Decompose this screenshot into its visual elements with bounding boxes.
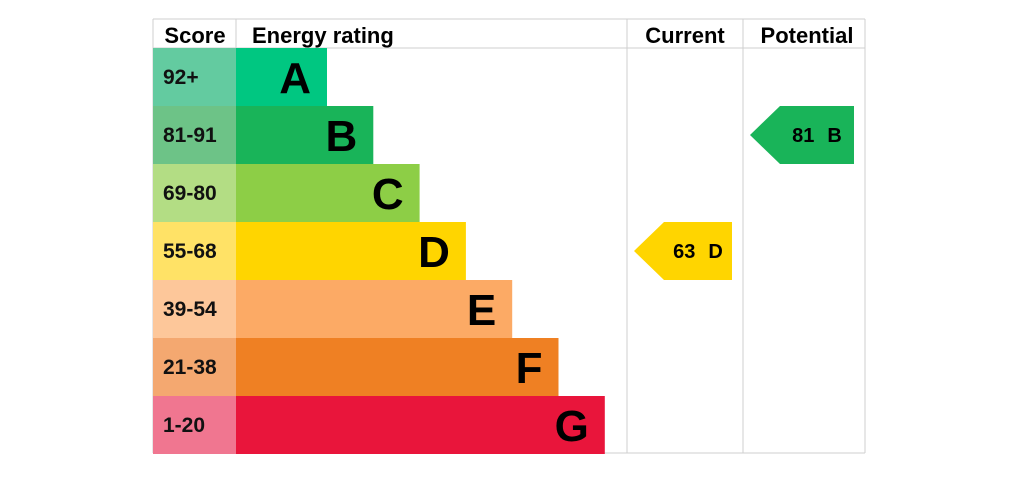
score-range-a: 92+ bbox=[163, 66, 199, 89]
band-letter-g: G bbox=[555, 402, 589, 451]
header-energy-rating: Energy rating bbox=[252, 23, 394, 48]
score-cell-c bbox=[153, 164, 236, 222]
band-bar-b bbox=[236, 106, 374, 164]
score-cell-f bbox=[153, 338, 236, 396]
score-range-g: 1-20 bbox=[163, 414, 205, 437]
score-cell-a bbox=[153, 48, 236, 106]
band-bar-c bbox=[236, 164, 420, 222]
current-rating-letter: D bbox=[708, 241, 722, 263]
current-arrow bbox=[634, 222, 732, 280]
band-letter-e: E bbox=[467, 286, 496, 335]
potential-rating-text: 81 B bbox=[792, 125, 842, 147]
band-bar-e bbox=[236, 280, 513, 338]
score-range-e: 39-54 bbox=[163, 298, 217, 321]
score-range-d: 55-68 bbox=[163, 240, 217, 263]
potential-rating-letter: B bbox=[827, 125, 841, 147]
band-bar-f bbox=[236, 338, 559, 396]
rating-arrows: 63 D 81 B bbox=[634, 106, 854, 280]
header-row: Score Energy rating Current Potential bbox=[164, 23, 853, 48]
score-cell-d bbox=[153, 222, 236, 280]
potential-rating-value: 81 bbox=[792, 125, 814, 147]
current-rating-value: 63 bbox=[673, 241, 695, 263]
header-score: Score bbox=[164, 23, 225, 48]
header-potential: Potential bbox=[761, 23, 854, 48]
score-range-c: 69-80 bbox=[163, 182, 217, 205]
band-letter-c: C bbox=[372, 170, 404, 219]
score-range-b: 81-91 bbox=[163, 124, 217, 147]
rating-bands: 92+ A 81-91 B 69-80 C 55-68 D 39-54 E 21-38 F 1-20 G bbox=[153, 48, 605, 454]
band-bar-g bbox=[236, 396, 605, 454]
score-range-f: 21-38 bbox=[163, 356, 217, 379]
band-letter-d: D bbox=[418, 228, 450, 277]
band-letter-b: B bbox=[326, 112, 358, 161]
score-cell-e bbox=[153, 280, 236, 338]
band-bar-a bbox=[236, 48, 327, 106]
band-bar-d bbox=[236, 222, 466, 280]
potential-arrow bbox=[750, 106, 854, 164]
current-rating-text: 63 D bbox=[673, 241, 723, 263]
header-current: Current bbox=[645, 23, 725, 48]
score-cell-g bbox=[153, 396, 236, 454]
band-letter-f: F bbox=[516, 344, 543, 393]
band-letter-a: A bbox=[279, 54, 311, 103]
score-cell-b bbox=[153, 106, 236, 164]
